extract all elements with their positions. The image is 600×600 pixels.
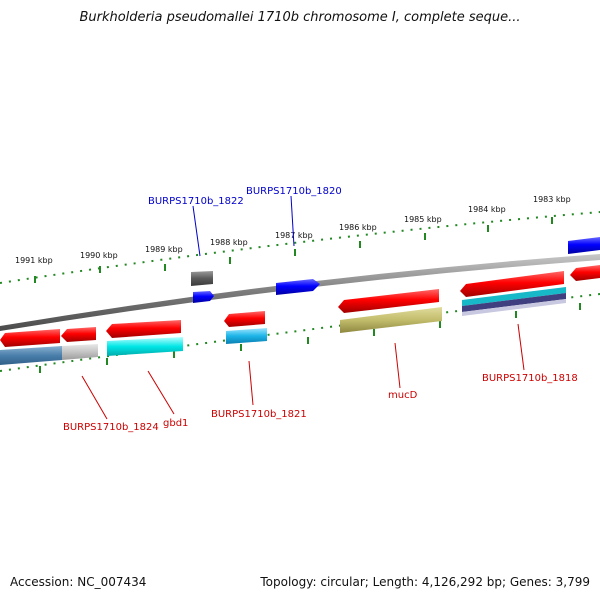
tick-label: 1983 kbp — [533, 195, 571, 204]
gene-feature[interactable] — [568, 237, 600, 254]
function-block[interactable] — [462, 287, 566, 306]
function-block[interactable] — [107, 337, 183, 356]
gene-feature[interactable] — [224, 311, 265, 327]
gene-label-burps1710b-1824[interactable]: BURPS1710b_1824 — [63, 422, 159, 433]
gene-label-burps1710b-1821[interactable]: BURPS1710b_1821 — [211, 409, 307, 420]
callout-lines — [81, 195, 525, 420]
gene-label-mucd[interactable]: mucD — [388, 390, 418, 401]
tick-label: 1985 kbp — [404, 215, 442, 224]
gene-feature[interactable] — [61, 327, 96, 342]
tick-label: 1984 kbp — [468, 205, 506, 214]
gene-label-burps1710b-1820[interactable]: BURPS1710b_1820 — [246, 186, 342, 197]
genome-summary-text: Topology: circular; Length: 4,126,292 bp… — [260, 575, 590, 589]
outer-scale-track — [0, 211, 600, 284]
tick-label: 1989 kbp — [145, 245, 183, 254]
inner-major-ticks — [39, 303, 581, 373]
function-block[interactable] — [462, 293, 566, 312]
gene-feature[interactable] — [570, 265, 600, 281]
gene-feature[interactable] — [106, 320, 181, 338]
tick-label: 1986 kbp — [339, 223, 377, 232]
gene-feature[interactable] — [0, 329, 60, 347]
gene-feature[interactable] — [191, 271, 213, 286]
function-block[interactable] — [340, 307, 442, 333]
gene-feature[interactable] — [276, 279, 320, 295]
reverse-red-features — [0, 265, 600, 347]
function-block[interactable] — [226, 328, 267, 344]
tick-label: 1990 kbp — [80, 251, 118, 260]
gene-labels: BURPS1710b_1822 BURPS1710b_1820 BURPS171… — [63, 186, 578, 433]
gene-label-gbd1[interactable]: gbd1 — [163, 418, 188, 429]
outer-major-ticks — [34, 217, 553, 283]
function-block[interactable] — [0, 346, 62, 365]
gene-label-burps1710b-1818[interactable]: BURPS1710b_1818 — [482, 373, 578, 384]
tick-label: 1988 kbp — [210, 238, 248, 247]
accession-text: Accession: NC_007434 — [10, 575, 147, 589]
function-block[interactable] — [462, 299, 566, 316]
function-blocks — [0, 287, 566, 365]
forward-features — [191, 237, 600, 303]
map-title: Burkholderia pseudomallei 1710b chromoso… — [79, 10, 521, 25]
gene-label-burps1710b-1822[interactable]: BURPS1710b_1822 — [148, 196, 244, 207]
chromosome-backbone — [0, 254, 600, 331]
gene-feature[interactable] — [338, 289, 439, 313]
function-block[interactable] — [62, 344, 98, 360]
gene-feature[interactable] — [460, 271, 564, 297]
gene-feature[interactable] — [193, 291, 214, 303]
tick-label: 1991 kbp — [15, 256, 53, 265]
